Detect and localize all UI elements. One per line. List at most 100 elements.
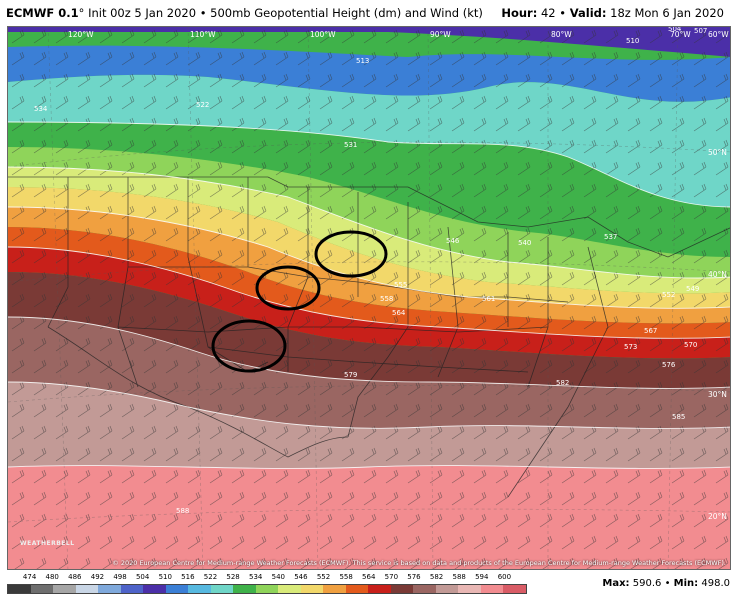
valid-time: 18z Mon 6 Jan 2020 (610, 6, 724, 20)
contour-label: 564 (392, 309, 406, 317)
height-contours (8, 121, 730, 469)
legend-label: 588 (452, 573, 466, 581)
legend-swatch (143, 585, 166, 593)
legend-label: 570 (384, 573, 399, 581)
map-svg: 120°W 110°W 100°W 90°W 80°W 70°W 60°W 50… (8, 27, 730, 569)
legend-label: 516 (181, 573, 195, 581)
min-value: 498.0 (701, 578, 730, 589)
legend-labels: 474 480 486 492 498 504 510 516 522 528 534 540 546 5… (7, 573, 527, 583)
contour-label: 537 (604, 233, 617, 241)
contour-label: 558 (380, 295, 393, 303)
legend-label: 522 (203, 573, 218, 581)
legend-swatch (8, 585, 31, 593)
lon-label: 110°W (190, 30, 216, 39)
contour-label: 573 (624, 343, 637, 351)
legend-swatch (345, 585, 369, 593)
color-legend: 474 480 486 492 498 504 510 516 522 528 534 540 546 5… (7, 573, 527, 599)
legend-swatch (255, 585, 279, 593)
legend-swatch (390, 585, 414, 593)
legend-swatch (188, 585, 211, 593)
contour-label: 552 (662, 291, 675, 299)
legend-label: 504 (135, 573, 150, 581)
longitude-labels: 120°W 110°W 100°W 90°W 80°W 70°W 60°W (68, 30, 729, 39)
contour-label: 579 (344, 371, 357, 379)
legend-swatch (165, 585, 189, 593)
model-name: ECMWF 0.1 (6, 6, 79, 20)
contour-label: 567 (644, 327, 657, 335)
legend-label: 474 (22, 573, 37, 581)
legend-swatch (300, 585, 324, 593)
lon-label: 90°W (430, 30, 451, 39)
contour-label: 546 (446, 237, 460, 245)
contour-label: 513 (356, 57, 369, 65)
contour-label: 531 (344, 141, 357, 149)
legend-swatch (98, 585, 121, 593)
legend-label: 564 (362, 573, 376, 581)
valid-label: Valid: (569, 6, 607, 20)
hour-value: 42 (540, 6, 556, 20)
legend-swatch (278, 585, 301, 593)
legend-label: 534 (249, 573, 263, 581)
legend-swatch (368, 585, 391, 593)
contour-label: 570 (684, 341, 697, 349)
lon-label: 120°W (68, 30, 94, 39)
contour-label: 522 (196, 101, 209, 109)
contour-label: 534 (34, 105, 48, 113)
lon-label: 60°W (708, 30, 729, 39)
forecast-map[interactable]: 120°W 110°W 100°W 90°W 80°W 70°W 60°W 50… (7, 26, 731, 570)
legend-swatch (30, 585, 54, 593)
contour-label: 549 (686, 285, 699, 293)
annotation-circle-3 (211, 319, 287, 373)
legend-swatch (210, 585, 234, 593)
weatherbell-logo: WEATHERBELL (20, 540, 75, 547)
legend-swatch (480, 585, 504, 593)
maxmin-separator: • (664, 578, 671, 589)
lon-label: 100°W (310, 30, 336, 39)
contour-labels: 510 513 522 531 534 537 540 546 549 552 … (34, 27, 707, 515)
lat-label: 20°N (708, 512, 727, 521)
legend-swatch (75, 585, 99, 593)
contour-label: 561 (482, 295, 495, 303)
contour-label: 555 (394, 281, 407, 289)
lon-label: 80°W (551, 30, 572, 39)
legend-swatch (503, 585, 526, 593)
legend-swatch (233, 585, 256, 593)
legend-label: 600 (497, 573, 512, 581)
copyright-notice: © 2020 European Centre for Medium-range … (112, 559, 726, 567)
legend-label: 498 (113, 573, 127, 581)
contour-label: 510 (626, 37, 639, 45)
legend-label: 540 (271, 573, 285, 581)
degree-symbol: ° (78, 6, 85, 20)
lat-label: 30°N (708, 390, 727, 399)
annotation-circle-2 (255, 265, 321, 311)
max-label: Max: (602, 578, 630, 589)
legend-bar (7, 584, 527, 594)
legend-label: 492 (90, 573, 105, 581)
hour-label: Hour: (501, 6, 538, 20)
legend-swatch (120, 585, 144, 593)
header-separator: • (559, 6, 567, 20)
contour-label: 504 (668, 27, 682, 33)
contour-label: 588 (176, 507, 189, 515)
lon-label: 70°W (670, 30, 691, 39)
legend-label: 480 (45, 573, 59, 581)
header-left: ECMWF 0.1° Init 00z 5 Jan 2020 • 500mb G… (0, 6, 483, 20)
annotation-circles (211, 230, 388, 373)
legend-swatch (458, 585, 481, 593)
latitude-labels: 50°N 40°N 30°N 20°N (708, 148, 727, 521)
lat-label: 50°N (708, 148, 727, 157)
legend-swatch (53, 585, 76, 593)
header-right: Hour: 42 • Valid: 18z Mon 6 Jan 2020 (501, 6, 738, 20)
wind-barbs (8, 27, 730, 569)
annotation-circle-1 (314, 230, 388, 278)
run-info: Init 00z 5 Jan 2020 • 500mb Geopotential… (88, 6, 483, 20)
contour-label: 582 (556, 379, 569, 387)
contour-label: 540 (518, 239, 531, 247)
contour-label: 507 (694, 27, 707, 35)
max-value: 590.6 (632, 578, 662, 589)
legend-label: 582 (429, 573, 444, 581)
lat-label: 40°N (708, 270, 727, 279)
legend-label: 486 (68, 573, 82, 581)
legend-label: 576 (407, 573, 421, 581)
legend-label: 546 (294, 573, 308, 581)
